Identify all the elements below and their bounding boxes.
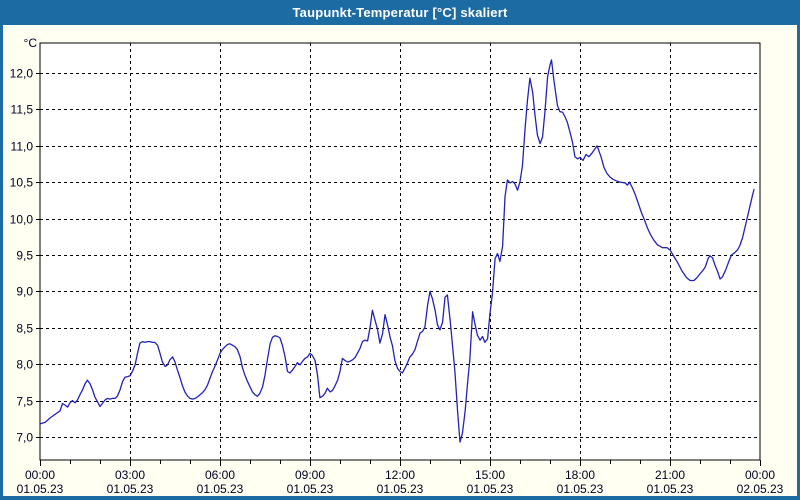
x-tick-time-label: 18:00 [565, 468, 595, 482]
x-tick-time-label: 00:00 [745, 468, 775, 482]
x-labels: 00:0001.05.2303:0001.05.2306:0001.05.230… [17, 468, 784, 496]
plot-svg: 7,0 7,5 8,0 8,5 9,0 9,5 10,0 10,5 11,0 11,5 12,0 00… [10, 36, 784, 496]
x-tick-time-label: 00:00 [25, 468, 55, 482]
x-tick-date-label: 01.05.23 [647, 482, 694, 496]
window-border-bottom [0, 496, 800, 500]
x-tick-time-label: 09:00 [295, 468, 325, 482]
x-tick-date-label: 01.05.23 [377, 482, 424, 496]
x-tick-date-label: 01.05.23 [557, 482, 604, 496]
y-tick-label: 7,5 [16, 395, 33, 409]
y-tick-label: 11,0 [11, 140, 34, 154]
window-border-left [0, 25, 3, 500]
x-tick-time-label: 03:00 [115, 468, 145, 482]
window-titlebar[interactable]: Taupunkt-Temperatur [°C] skaliert [0, 0, 800, 25]
y-tick-label: 8,0 [16, 358, 33, 372]
y-tick-label: 10,0 [10, 213, 34, 227]
y-tick-label: 11,5 [11, 103, 34, 117]
x-tick-date-label: 01.05.23 [107, 482, 154, 496]
x-tick-time-label: 15:00 [475, 468, 505, 482]
y-tick-label: 10,5 [10, 176, 34, 190]
x-tick-time-label: 12:00 [385, 468, 415, 482]
y-tick-label: 7,0 [16, 431, 33, 445]
dewpoint-line [39, 59, 755, 443]
y-tick-label: 12,0 [10, 67, 34, 81]
x-tick-date-label: 01.05.23 [287, 482, 334, 496]
window-border-right [797, 25, 800, 500]
window-title: Taupunkt-Temperatur [°C] skaliert [292, 5, 508, 20]
y-tick-label: 9,0 [16, 285, 33, 299]
x-tick-time-label: 21:00 [655, 468, 685, 482]
x-tick-time-label: 06:00 [205, 468, 235, 482]
x-ticks [40, 460, 761, 466]
y-tick-label: 8,5 [16, 322, 33, 336]
x-tick-date-label: 01.05.23 [197, 482, 244, 496]
x-tick-date-label: 01.05.23 [467, 482, 514, 496]
y-axis-unit-label: °C [24, 36, 38, 50]
y-tick-label: 9,5 [16, 249, 33, 263]
x-tick-date-label: 02.05.23 [737, 482, 784, 496]
x-tick-date-label: 01.05.23 [17, 482, 64, 496]
